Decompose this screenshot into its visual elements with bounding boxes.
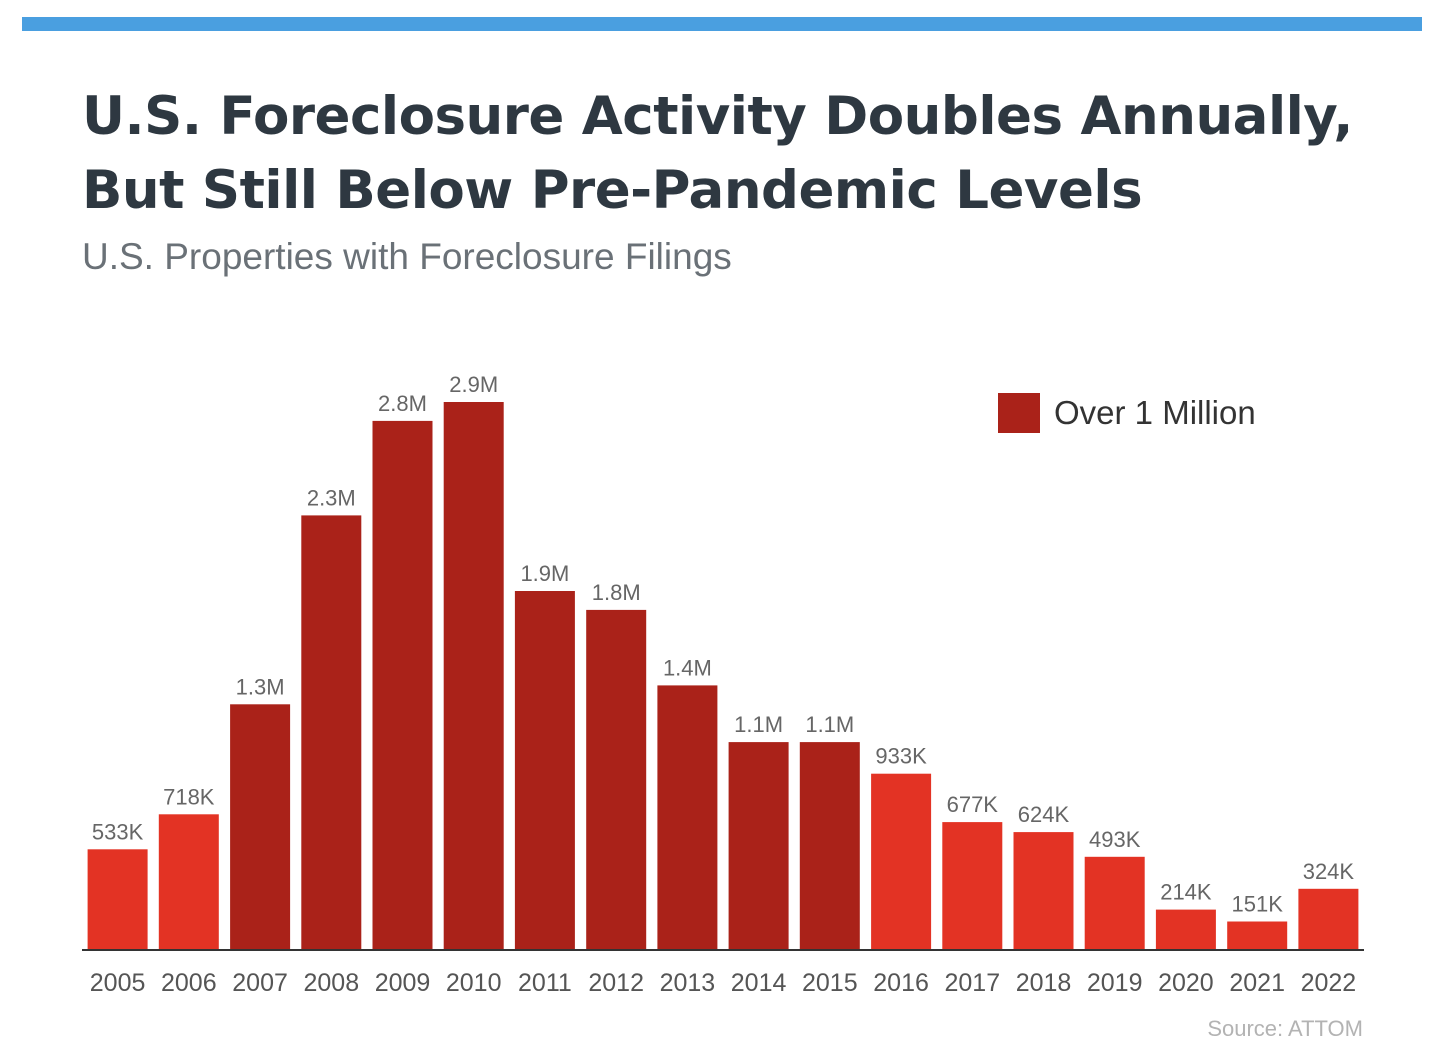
- x-tick-label-2009: 2009: [375, 969, 431, 997]
- data-label-2011: 1.9M: [520, 561, 569, 586]
- data-label-2016: 933K: [875, 744, 927, 769]
- x-tick-label-2022: 2022: [1301, 969, 1357, 997]
- bar-2016: [871, 773, 932, 950]
- bar-2010: [443, 402, 504, 950]
- bar-2014: [728, 742, 789, 950]
- data-label-2015: 1.1M: [805, 712, 854, 737]
- bar-2013: [657, 685, 718, 950]
- x-tick-label-2011: 2011: [518, 969, 572, 997]
- data-label-2007: 1.3M: [236, 674, 285, 699]
- x-tick-label-2005: 2005: [90, 969, 146, 997]
- data-label-2008: 2.3M: [307, 485, 356, 510]
- legend-label: Over 1 Million: [1054, 394, 1256, 431]
- data-label-2010: 2.9M: [449, 372, 498, 397]
- bar-2015: [799, 742, 860, 950]
- data-label-2019: 493K: [1089, 827, 1141, 852]
- bar-2007: [230, 704, 291, 950]
- chart-title-line-1: U.S. Foreclosure Activity Doubles Annual…: [82, 86, 1353, 147]
- x-tick-label-2012: 2012: [588, 969, 644, 997]
- chart-subtitle: U.S. Properties with Foreclosure Filings: [82, 236, 732, 277]
- bar-2017: [942, 822, 1003, 950]
- data-label-2006: 718K: [163, 784, 215, 809]
- bar-2022: [1298, 888, 1359, 950]
- legend-swatch-over-1-million: [998, 393, 1040, 433]
- x-tick-label-2014: 2014: [731, 969, 787, 997]
- bar-2019: [1084, 856, 1145, 950]
- source-note: Source: ATTOM: [1207, 1016, 1363, 1041]
- x-tick-label-2017: 2017: [944, 969, 1000, 997]
- bar-2018: [1013, 832, 1074, 950]
- bar-2006: [158, 814, 219, 950]
- data-label-2012: 1.8M: [592, 580, 641, 605]
- bar-2011: [514, 591, 575, 950]
- x-tick-label-2021: 2021: [1229, 969, 1285, 997]
- data-label-2013: 1.4M: [663, 655, 712, 680]
- x-tick-label-2018: 2018: [1016, 969, 1072, 997]
- x-tick-label-2008: 2008: [303, 969, 359, 997]
- data-label-2018: 624K: [1018, 802, 1070, 827]
- x-tick-label-2006: 2006: [161, 969, 217, 997]
- x-tick-label-2010: 2010: [446, 969, 502, 997]
- data-label-2020: 214K: [1160, 880, 1212, 905]
- x-tick-label-2019: 2019: [1087, 969, 1143, 997]
- bar-2012: [586, 609, 647, 950]
- data-label-2017: 677K: [947, 792, 999, 817]
- chart-title-line-2: But Still Below Pre-Pandemic Levels: [82, 160, 1143, 221]
- bar-2021: [1227, 921, 1288, 950]
- top-accent-bar: [22, 17, 1422, 31]
- x-tick-label-2016: 2016: [873, 969, 929, 997]
- data-label-2022: 324K: [1303, 859, 1355, 884]
- bar-2008: [301, 515, 362, 950]
- x-tick-label-2007: 2007: [232, 969, 288, 997]
- bar-2020: [1155, 909, 1216, 950]
- x-tick-label-2020: 2020: [1158, 969, 1214, 997]
- data-label-2021: 151K: [1232, 892, 1284, 917]
- data-label-2005: 533K: [92, 819, 144, 844]
- legend: Over 1 Million: [998, 393, 1256, 433]
- bar-2005: [87, 849, 148, 950]
- bar-2009: [372, 420, 433, 950]
- x-tick-label-2015: 2015: [802, 969, 858, 997]
- chart-title: U.S. Foreclosure Activity Doubles Annual…: [82, 80, 1402, 228]
- data-label-2009: 2.8M: [378, 391, 427, 416]
- x-tick-label-2013: 2013: [660, 969, 716, 997]
- data-label-2014: 1.1M: [734, 712, 783, 737]
